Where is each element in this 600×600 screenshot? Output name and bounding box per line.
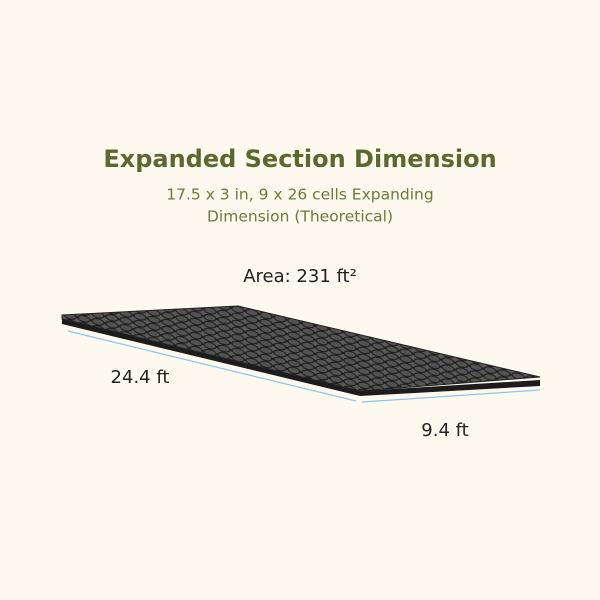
slab-side [62, 319, 540, 396]
area-label: Area: 231 ft² [243, 266, 357, 287]
subtitle: Dimension (Theoretical) [207, 208, 393, 226]
slab-top [61, 305, 541, 392]
title: Expanded Section Dimension [103, 145, 496, 173]
length-label: 24.4 ft [111, 367, 170, 388]
width-line [361, 389, 541, 403]
width-label: 9.4 ft [421, 420, 468, 441]
length-line [67, 330, 357, 402]
geocell-slab [61, 305, 541, 396]
subtitle: 17.5 x 3 in, 9 x 26 cells Expanding [166, 186, 433, 204]
